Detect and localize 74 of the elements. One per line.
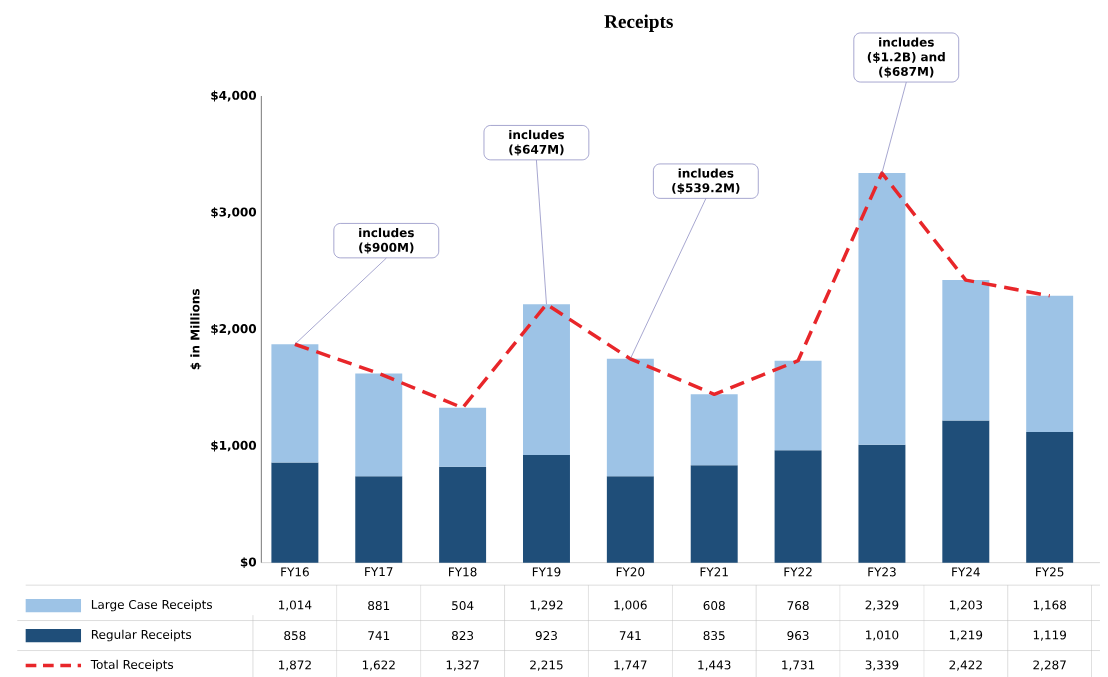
data-label: 2,287 [1033,660,1066,671]
bar [271,344,319,463]
y-tick-label: $0 [240,557,257,568]
data-label: 608 [703,600,725,610]
data-label: 1,203 [949,600,983,611]
x-tick-label: FY25 [1036,567,1064,577]
data-label: 2,215 [530,660,563,671]
data-label: 823 [451,630,474,640]
data-label: 741 [368,631,390,640]
data-label: 835 [703,630,725,640]
x-tick-label: FY20 [616,567,645,577]
data-label: 1,292 [530,600,563,611]
data-label: 1,731 [782,660,815,671]
data-label: 741 [619,631,641,640]
bar [690,465,738,563]
bar [606,476,654,563]
bar [774,360,822,451]
x-tick-label: FY18 [449,567,477,577]
bar [690,394,738,466]
bar [858,444,906,563]
data-label: 881 [368,600,390,610]
x-tick-label: FY23 [868,567,896,577]
bar [606,358,654,477]
annotation: includes ($647M) [509,129,564,156]
y-axis-title: $ in Millions [190,288,202,370]
data-label: 768 [787,600,809,610]
data-label: 1,622 [362,660,395,671]
bar [439,407,487,467]
data-label: 1,219 [949,630,983,641]
data-label: 1,006 [614,600,647,611]
annotation: includes ($900M) [359,227,414,254]
data-label: 923 [535,630,557,640]
data-label: 2,422 [949,660,982,671]
x-tick-label: FY24 [952,567,980,577]
bar [355,373,403,477]
x-tick-label: FY17 [365,567,393,576]
bar [774,450,822,563]
y-tick-label: $1,000 [211,440,257,452]
chart-title: Receipts [604,14,673,32]
data-label: 858 [284,630,306,640]
legend-label: Large Case Receipts [91,599,213,612]
legend-label: Total Receipts [90,659,174,672]
data-label: 1,168 [1033,600,1067,611]
x-tick-label: FY19 [532,567,561,577]
bar [439,466,487,563]
data-label: 963 [787,630,809,640]
data-label: 504 [452,600,474,610]
annotation: includes ($1.2B) and ($687M) [867,37,945,78]
x-tick-label: FY22 [784,567,812,577]
data-label: 1,010 [866,630,899,641]
data-label: 1,443 [698,660,731,671]
data-label: 2,329 [865,600,899,611]
bar [1026,295,1074,432]
bar [271,462,319,563]
data-label: 3,339 [865,660,899,671]
bar [523,304,570,455]
annotation: includes ($539.2M) [672,168,740,194]
bar [523,454,570,563]
y-tick-label: $4,000 [211,90,257,102]
data-label: 1,119 [1033,630,1066,641]
y-tick-label: $2,000 [211,323,257,335]
bar [942,279,990,421]
x-tick-label: FY21 [700,567,728,577]
y-tick-label: $3,000 [211,207,257,218]
data-label: 1,747 [614,660,647,671]
bar [858,172,906,445]
data-label: 1,014 [279,600,312,611]
data-label: 1,327 [446,660,479,671]
bar [942,420,990,563]
x-tick-label: FY16 [281,567,309,577]
data-label: 1,872 [279,660,311,671]
bar [1026,431,1074,563]
bar [355,476,403,563]
legend-label: Regular Receipts [91,629,192,642]
